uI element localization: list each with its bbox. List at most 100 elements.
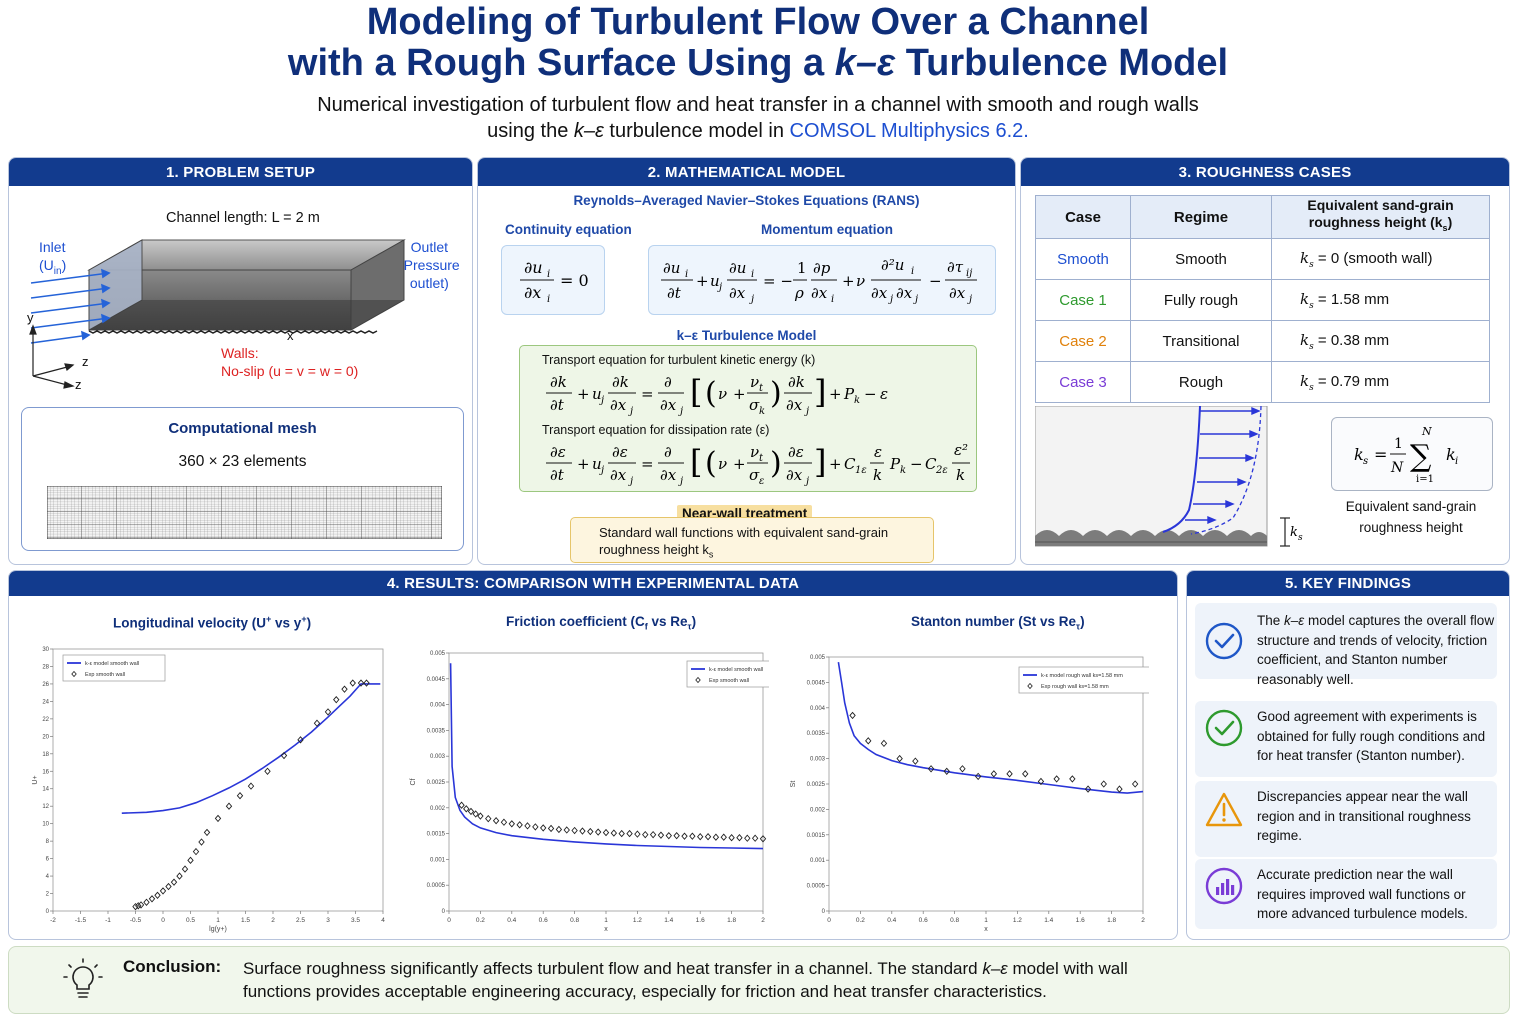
svg-text:∑: ∑ (1410, 439, 1432, 474)
svg-text:): ) (770, 376, 782, 411)
svg-text:−: − (864, 385, 877, 403)
walls-text: Walls: (221, 345, 259, 361)
data-point (634, 830, 641, 838)
title-line-2: with a Rough Surface Using a k–ε Turbule… (0, 43, 1516, 84)
legend-label: k-ε model smooth wall (85, 661, 139, 667)
x-tick-label: 0 (827, 917, 831, 924)
data-point (880, 739, 888, 748)
data-point (324, 708, 332, 716)
svg-text:∂x: ∂x (660, 396, 677, 414)
data-point (132, 902, 139, 911)
data-point (649, 830, 657, 839)
svg-text:i: i (547, 269, 550, 280)
data-point (357, 679, 365, 687)
chart3-title-close: ) (1080, 614, 1085, 629)
y-tick-label: 0.0015 (807, 833, 826, 839)
data-point (1131, 780, 1139, 788)
data-point (1006, 770, 1013, 778)
svg-text:=: = (641, 385, 654, 403)
y-tick-label: 0.0005 (807, 884, 826, 890)
data-point (865, 737, 872, 745)
svg-text:= −: = − (763, 272, 793, 290)
chart1-plus-1: + (266, 614, 272, 624)
mesh-size: 360 × 23 elements (178, 453, 307, 470)
data-point (472, 810, 479, 818)
svg-text:j: j (967, 294, 972, 305)
y-tick-label: 30 (42, 647, 49, 653)
data-point (657, 831, 665, 839)
data-point (187, 856, 194, 865)
data-point (594, 828, 602, 836)
svg-text:−: − (910, 455, 923, 473)
svg-text:2ε: 2ε (935, 465, 948, 476)
data-point (225, 802, 233, 810)
nearwall-box: Standard wall functions with equivalent … (570, 517, 934, 563)
height-cell: ks = 0 (smooth wall) (1271, 238, 1490, 280)
svg-text:ε: ε (759, 476, 764, 487)
rough-wall-edge (88, 330, 378, 334)
title-line-1: Modeling of Turbulent Flow Over a Channe… (366, 1, 1150, 43)
svg-text:j: j (749, 294, 754, 305)
data-point (540, 824, 547, 832)
svg-text:(: ( (705, 446, 717, 481)
nearwall-sub: s (708, 549, 714, 560)
x-tick-label: 1.4 (1044, 917, 1053, 924)
data-point (1084, 785, 1092, 793)
regime-cell: Fully rough (1130, 279, 1272, 321)
series-line (837, 661, 1144, 794)
y-tick-label: 0.002 (430, 806, 446, 812)
roughness-heading: 3. ROUGHNESS CASES (1021, 158, 1509, 186)
svg-text:∂p: ∂p (813, 259, 831, 277)
y-tick-label: 14 (42, 787, 49, 793)
data-point (547, 824, 555, 833)
x-tick-label: 4 (381, 917, 385, 924)
mesh-grid (47, 486, 442, 539)
walls-label: Walls: No-slip (u = v = w = 0) (221, 344, 358, 380)
data-point (214, 814, 222, 823)
y-axis-label: U+ (32, 775, 39, 784)
conclusion-box: Conclusion: Surface roughness significan… (8, 946, 1510, 1014)
chart1-plus-2: + (301, 614, 307, 624)
finding-text: Good agreement with experiments is obtai… (1257, 707, 1495, 766)
svg-text:∂: ∂ (664, 373, 672, 391)
svg-text:C: C (844, 455, 856, 473)
data-point (1037, 777, 1045, 786)
legend-marker (1027, 682, 1033, 690)
svg-text:ε: ε (874, 443, 882, 461)
conclusion-line-2: functions provides acceptable engineerin… (243, 982, 1047, 1001)
svg-text:+: + (733, 385, 746, 403)
y-tick-label: 18 (42, 752, 49, 758)
data-point (333, 695, 340, 704)
x-tick-label: 1 (216, 917, 220, 924)
height-value: = 0 (smooth wall) (1317, 249, 1433, 267)
svg-text:∂: ∂ (664, 443, 672, 461)
data-point (720, 833, 727, 841)
data-point (477, 812, 484, 820)
axis-y-label: y (27, 310, 34, 325)
y-tick-label: 20 (42, 734, 49, 740)
svg-text:∂τ: ∂τ (947, 258, 964, 276)
svg-text:∂t: ∂t (550, 466, 565, 484)
svg-text:ν: ν (856, 272, 865, 290)
momentum-title: Momentum equation (761, 222, 893, 237)
svg-text:C: C (925, 455, 937, 473)
title-model-name: k–ε (834, 42, 896, 84)
finding-item: Accurate prediction near the wall requir… (1195, 859, 1497, 929)
x-tick-label: 0.8 (570, 917, 579, 924)
y-tick-label: 0.0045 (427, 677, 446, 683)
y-tick-label: 0.005 (430, 651, 446, 657)
rans-title: Reynolds–Averaged Navier–Stokes Equation… (573, 193, 920, 208)
legend-label: k-ε model rough wall ks=1.58 mm (1041, 673, 1123, 679)
data-point (974, 772, 982, 781)
conclusion-model: k–ε (982, 959, 1008, 978)
svg-text:N: N (1390, 460, 1404, 476)
table-row: Smooth Smooth ks = 0 (smooth wall) (1035, 238, 1490, 280)
x-tick-label: 1.4 (664, 917, 673, 924)
ks-sub: s (1309, 382, 1314, 393)
problem-setup-heading: 1. PROBLEM SETUP (9, 158, 472, 186)
svg-text:P: P (889, 455, 901, 473)
height-cell: ks = 0.38 mm (1271, 320, 1490, 362)
svg-text:j: j (628, 406, 633, 416)
svg-text:∂x: ∂x (811, 284, 828, 302)
y-tick-label: 28 (42, 664, 49, 670)
